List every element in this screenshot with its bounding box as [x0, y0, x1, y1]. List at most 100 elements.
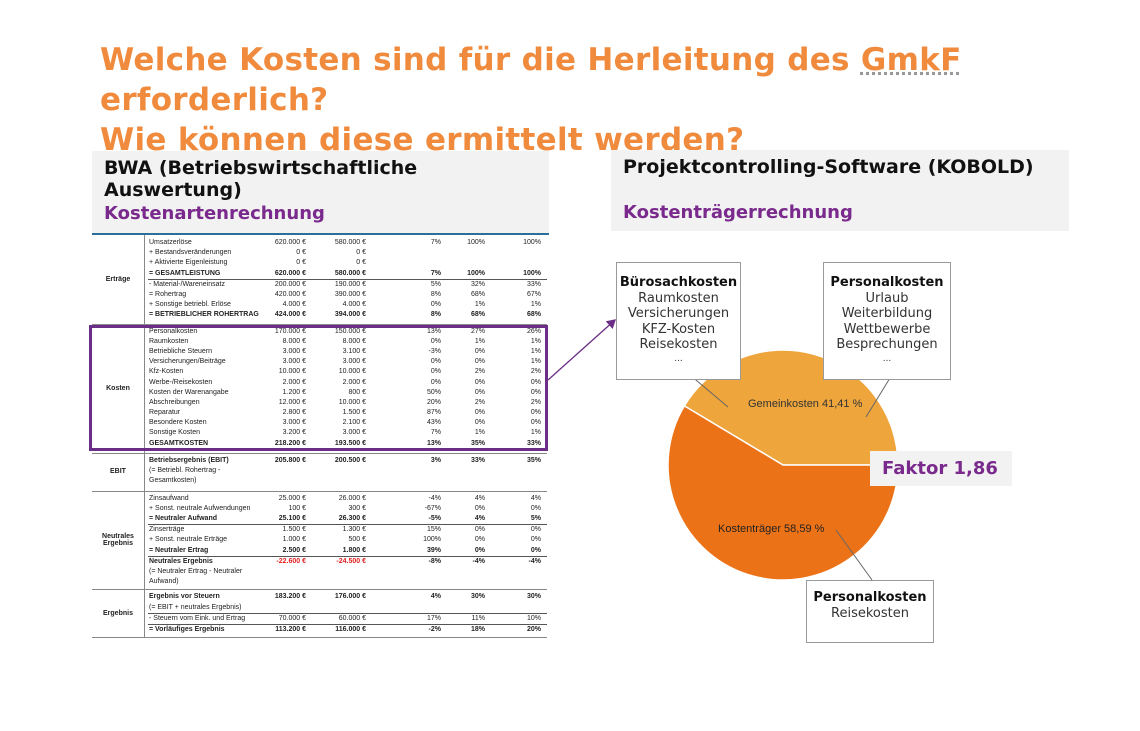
bwa-cell-e: 67%	[526, 290, 541, 298]
callout-personalkosten-top: Personalkosten Urlaub Weiterbildung Wett…	[823, 262, 951, 380]
callout-personal-top-item: Weiterbildung	[841, 306, 933, 321]
bwa-cell-d: -4%	[472, 557, 485, 565]
bwa-cell-c: 7%	[430, 429, 441, 437]
bwa-cell-a: 25.000 €	[278, 494, 306, 502]
bwa-row: (= Neutraler Ertrag - Neutraler	[148, 567, 547, 577]
bwa-cell-c: 13%	[426, 439, 441, 447]
bwa-table: Erträge Umsatzerlöse 620.000 € 580.000 € 7% 1…	[92, 233, 549, 652]
bwa-cell-b: 3.000 €	[342, 429, 366, 437]
bwa-row: + Sonstige betriebl. Erlöse 4.000 € 4.000 …	[148, 300, 547, 310]
bwa-cell-a: 2.800 €	[282, 409, 306, 417]
bwa-cell-e: 0%	[530, 409, 541, 417]
bwa-cell-d: 68%	[470, 311, 485, 319]
bwa-cell-a: 3.000 €	[282, 419, 306, 427]
leader-line-personal-top	[865, 377, 891, 418]
bwa-cell-a: -22.600 €	[276, 557, 306, 565]
bwa-cell-a: 3.000 €	[282, 358, 306, 366]
kostenartenrechnung-heading: Kostenartenrechnung	[104, 203, 325, 224]
bwa-cell-e: 4%	[530, 494, 541, 502]
bwa-row-label: + Aktivierte Eigenleistung	[149, 259, 228, 267]
bwa-cell-d: 1%	[474, 337, 485, 345]
bwa-cell-d: 27%	[470, 327, 485, 335]
bwa-cell-e: 20%	[526, 625, 541, 633]
bwa-cell-a: 170.000 €	[274, 327, 306, 335]
bwa-row-label: = Neutraler Aufwand	[149, 514, 218, 522]
bwa-cell-e: 0%	[530, 378, 541, 386]
bwa-row-label: + Sonst. neutrale Aufwendungen	[149, 504, 251, 512]
bwa-row-label: = GESAMTLEISTUNG	[149, 269, 221, 277]
bwa-row: + Sonst. neutrale Aufwendungen 100 € 300 €…	[148, 504, 547, 514]
bwa-cell-e: 33%	[526, 439, 541, 447]
kostentraegerrechnung-heading: Kostenträgerrechnung	[623, 202, 853, 223]
bwa-row: Kfz-Kosten 10.000 € 10.000 € 0% 2% 2%	[148, 367, 547, 377]
bwa-row: Ergebnis vor Steuern 183.200 € 176.000 € 4%…	[148, 592, 547, 602]
bwa-cell-d: 30%	[470, 593, 485, 601]
bwa-cell-a: 3.200 €	[282, 429, 306, 437]
bwa-cell-e: 1%	[530, 347, 541, 355]
bwa-section-label: EBIT	[92, 453, 145, 491]
bwa-cell-e: -4%	[528, 557, 541, 565]
bwa-cell-c: 20%	[426, 398, 441, 406]
callout-personal-top-item: Besprechungen	[836, 337, 938, 352]
bwa-cell-b: 580.000 €	[334, 239, 366, 246]
bwa-row: Betriebliche Steuern 3.000 € 3.100 € -3% 0% 1…	[148, 347, 547, 357]
bwa-cell-d: 0%	[474, 526, 485, 534]
bwa-cell-b: 116.000 €	[335, 625, 366, 633]
callout-buerosachkosten: Bürosachkosten Raumkosten Versicherungen…	[616, 262, 741, 380]
bwa-cell-d: 32%	[470, 280, 485, 288]
bwa-cell-b: 0 €	[356, 249, 366, 257]
bwa-row-label: Zinsaufwand	[149, 494, 189, 502]
bwa-cell-b: 2.100 €	[342, 419, 366, 427]
bwa-cell-b: 60.000 €	[338, 614, 366, 622]
bwa-cell-d: 0%	[474, 504, 485, 512]
bwa-cell-e: 68%	[526, 311, 541, 319]
bwa-cell-a: 0 €	[296, 259, 306, 267]
bwa-cell-d: 68%	[470, 290, 485, 298]
bwa-cell-d: 0%	[474, 358, 485, 366]
bwa-cell-a: 1.000 €	[282, 536, 306, 544]
callout-buero-item: KFZ-Kosten	[641, 321, 716, 337]
bwa-cell-d: 0%	[474, 409, 485, 417]
bwa-row-label: Betriebsergebnis (EBIT)	[149, 457, 229, 464]
bwa-cell-c: 5%	[430, 280, 441, 288]
bwa-cell-b: 3.100 €	[342, 347, 366, 355]
bwa-cell-b: 8.000 €	[342, 337, 366, 345]
bwa-cell-d: 100%	[467, 269, 485, 277]
bwa-cell-b: 3.000 €	[342, 358, 366, 366]
bwa-cell-d: 0%	[474, 378, 485, 386]
pie-label-kostentraeger: Kostenträger 58,59 %	[718, 523, 825, 535]
bwa-row: + Sonst. neutrale Erträge 1.000 € 500 € 100…	[148, 535, 547, 545]
bwa-row-label: - Material-/Wareneinsatz	[149, 280, 225, 288]
bwa-cell-b: 150.000 €	[334, 327, 366, 335]
bwa-section: Erträge Umsatzerlöse 620.000 € 580.000 € 7% 1…	[92, 235, 547, 325]
bwa-cell-d: 1%	[474, 429, 485, 437]
bwa-cell-a: 8.000 €	[282, 337, 306, 345]
bwa-cell-c: -4%	[428, 494, 441, 502]
bwa-cell-e: 5%	[530, 514, 541, 522]
bwa-cell-c: 0%	[430, 301, 441, 309]
callout-personal-top-item: Urlaub	[865, 290, 909, 306]
bwa-cell-c: 50%	[426, 388, 441, 396]
bwa-cell-c: -3%	[428, 347, 441, 355]
bwa-row: (= Betriebl. Rohertrag -	[148, 466, 547, 476]
bwa-section-label: Neutrales Ergebnis	[92, 490, 145, 590]
bwa-row-label: Aufwand)	[149, 578, 179, 586]
bwa-row: (= EBIT + neutrales Ergebnis)	[148, 603, 547, 613]
bwa-section: Neutrales Ergebnis Zinsaufwand 25.000 € 26.…	[92, 490, 547, 591]
bwa-cell-c: 0%	[430, 378, 441, 386]
leader-line-personal-bottom	[835, 529, 873, 581]
bwa-cell-c: 7%	[430, 269, 441, 277]
bwa-row: Neutrales Ergebnis -22.600 € -24.500 € -8% -…	[148, 555, 547, 567]
bwa-row-label: Sonstige Kosten	[149, 429, 200, 437]
bwa-row-label: = Rohertrag	[149, 290, 187, 298]
callout-personalkosten-bottom: Personalkosten Reisekosten	[806, 580, 934, 643]
bwa-row-label: Zinserträge	[149, 526, 185, 534]
bwa-cell-b: 580.000 €	[334, 269, 366, 277]
bwa-cell-a: 70.000 €	[278, 614, 306, 622]
bwa-cell-b: 26.000 €	[338, 494, 366, 502]
bwa-cell-c: 15%	[426, 526, 441, 534]
bwa-cell-b: 26.300 €	[338, 514, 366, 522]
bwa-row-label: (= Neutraler Ertrag - Neutraler	[149, 567, 243, 575]
bwa-cell-e: 1%	[530, 337, 541, 345]
